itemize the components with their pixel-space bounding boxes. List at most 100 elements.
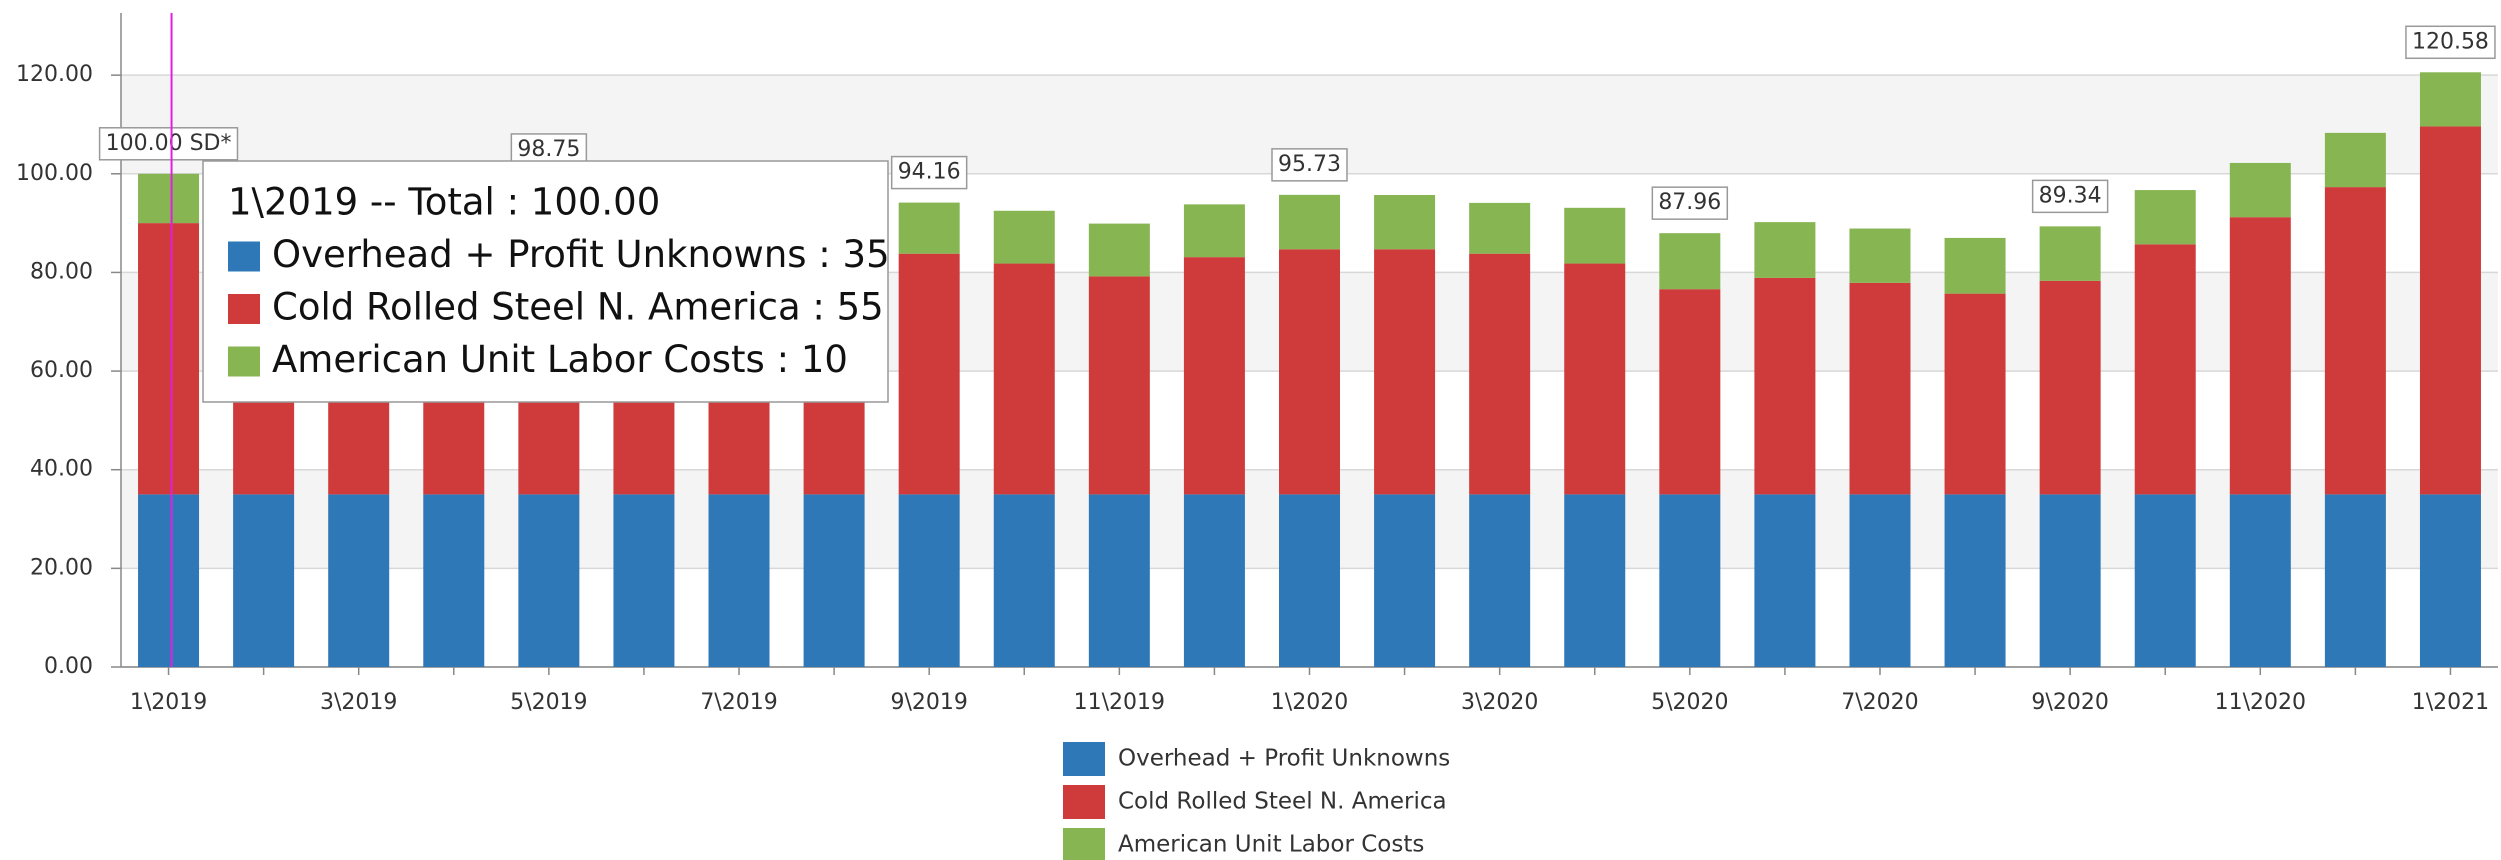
y-tick-label: 120.00 (16, 62, 93, 87)
total-label-box (2405, 25, 2496, 60)
bar-segment (1374, 494, 1436, 667)
bar-segment (2229, 162, 2291, 218)
tooltip-swatch (228, 241, 260, 272)
bar-segment (993, 210, 1055, 264)
bar-segment (898, 494, 960, 667)
bar-segment (1849, 494, 1911, 667)
bar-segment (898, 202, 960, 254)
tooltip: 1\2019 -- Total : 100.00 Overhead + Profi… (202, 160, 890, 403)
x-tick-label: 9\2020 (2031, 690, 2108, 715)
bar-segment (423, 494, 485, 667)
bar-segment (2039, 280, 2101, 495)
legend-swatch (1063, 828, 1105, 860)
total-label-text: 98.75 (517, 137, 580, 162)
bar-segment (1754, 222, 1816, 278)
total-label-box (1651, 186, 1729, 220)
x-tick-label: 5\2019 (510, 690, 587, 715)
y-tick-label: 0.00 (44, 654, 93, 679)
total-label-text: 120.58 (2412, 29, 2489, 54)
x-tick-label: 9\2019 (890, 690, 967, 715)
total-label: 95.73 (1271, 148, 1348, 182)
bar-segment (1944, 494, 2006, 667)
bar-segment (993, 494, 1055, 667)
tooltip-line: Cold Rolled Steel N. America : 55 (272, 286, 884, 329)
legend-label: Overhead + Profit Unknowns (1118, 746, 1450, 772)
tooltip-box (202, 160, 889, 403)
bar-segment (1183, 204, 1245, 258)
bar-segment (1659, 494, 1721, 667)
y-tick-label: 40.00 (30, 457, 93, 482)
total-label: 87.96 (1651, 186, 1729, 220)
x-tick-label: 7\2020 (1841, 690, 1918, 715)
bar-segment (2419, 72, 2481, 127)
bar-segment (2134, 494, 2196, 667)
total-label-text: 89.34 (2039, 183, 2102, 208)
total-label: 100.00 SD* (98, 127, 239, 161)
bar-segment (1374, 194, 1436, 250)
bar-segment (1849, 282, 1911, 495)
bar-segment (2039, 494, 2101, 667)
bar-segment (1564, 263, 1626, 495)
bar-segment (2419, 494, 2481, 667)
total-label-box (1271, 148, 1348, 182)
legend-label: American Unit Labor Costs (1118, 832, 1424, 858)
bar-segment (328, 494, 390, 667)
bar-segment (233, 494, 295, 667)
y-tick-label: 80.00 (30, 259, 93, 284)
bar-segment (1183, 257, 1245, 495)
legend-swatch (1063, 742, 1105, 776)
bar-segment (1088, 494, 1150, 667)
bar-segment (1279, 249, 1340, 495)
bar-segment (2324, 187, 2386, 495)
x-tick-label: 5\2020 (1651, 690, 1728, 715)
bar-segment (898, 253, 960, 495)
bar-segment (1659, 289, 1721, 495)
bar-segment (1564, 207, 1626, 264)
bar-segment (138, 223, 200, 495)
total-label-text: 87.96 (1658, 190, 1721, 215)
y-tick-label: 100.00 (16, 161, 93, 186)
total-label: 94.16 (890, 155, 968, 190)
legend-label: Cold Rolled Steel N. America (1118, 789, 1447, 815)
bar-segment (1088, 276, 1150, 495)
x-tick-label: 7\2019 (700, 690, 777, 715)
x-tick-label: 11\2019 (1074, 690, 1165, 715)
tooltip-swatch (228, 346, 260, 377)
bar-segment (2324, 132, 2386, 188)
x-tick-label: 3\2020 (1461, 690, 1538, 715)
bar-segment (2324, 494, 2386, 667)
bar-segment (2419, 126, 2481, 495)
bar-segment (1469, 202, 1531, 254)
bar-segment (1754, 277, 1816, 495)
x-tick-label: 3\2019 (320, 690, 397, 715)
y-tick-label: 60.00 (30, 358, 93, 383)
total-label-box (98, 127, 239, 161)
legend-swatch (1063, 785, 1105, 819)
x-tick-label: 1\2019 (130, 690, 207, 715)
bar-segment (138, 494, 200, 667)
bar-segment (708, 494, 770, 667)
total-label: 89.34 (2031, 179, 2109, 214)
bar-segment (1754, 494, 1816, 667)
bar-segment (1944, 237, 2006, 294)
bar-segment (518, 494, 580, 667)
bar-segment (1944, 293, 2006, 495)
bar-segment (1469, 494, 1531, 667)
total-label-box (890, 155, 968, 190)
bar-segment (1564, 494, 1626, 667)
bar-segment (1279, 194, 1340, 250)
bar-segment (2229, 494, 2291, 667)
bar-segment (613, 494, 675, 667)
bar-segment (2039, 226, 2101, 281)
bar-segment (993, 263, 1055, 495)
bar-segment (1183, 494, 1245, 667)
tooltip-swatch (228, 294, 260, 324)
bar-segment (1659, 233, 1721, 290)
bar-segment (2134, 244, 2196, 495)
total-label: 120.58 (2405, 25, 2496, 60)
total-label-text: 95.73 (1278, 152, 1341, 177)
y-tick-label: 20.00 (30, 555, 93, 580)
tooltip-line: American Unit Labor Costs : 10 (272, 338, 848, 381)
bar-segment (1849, 228, 1911, 283)
